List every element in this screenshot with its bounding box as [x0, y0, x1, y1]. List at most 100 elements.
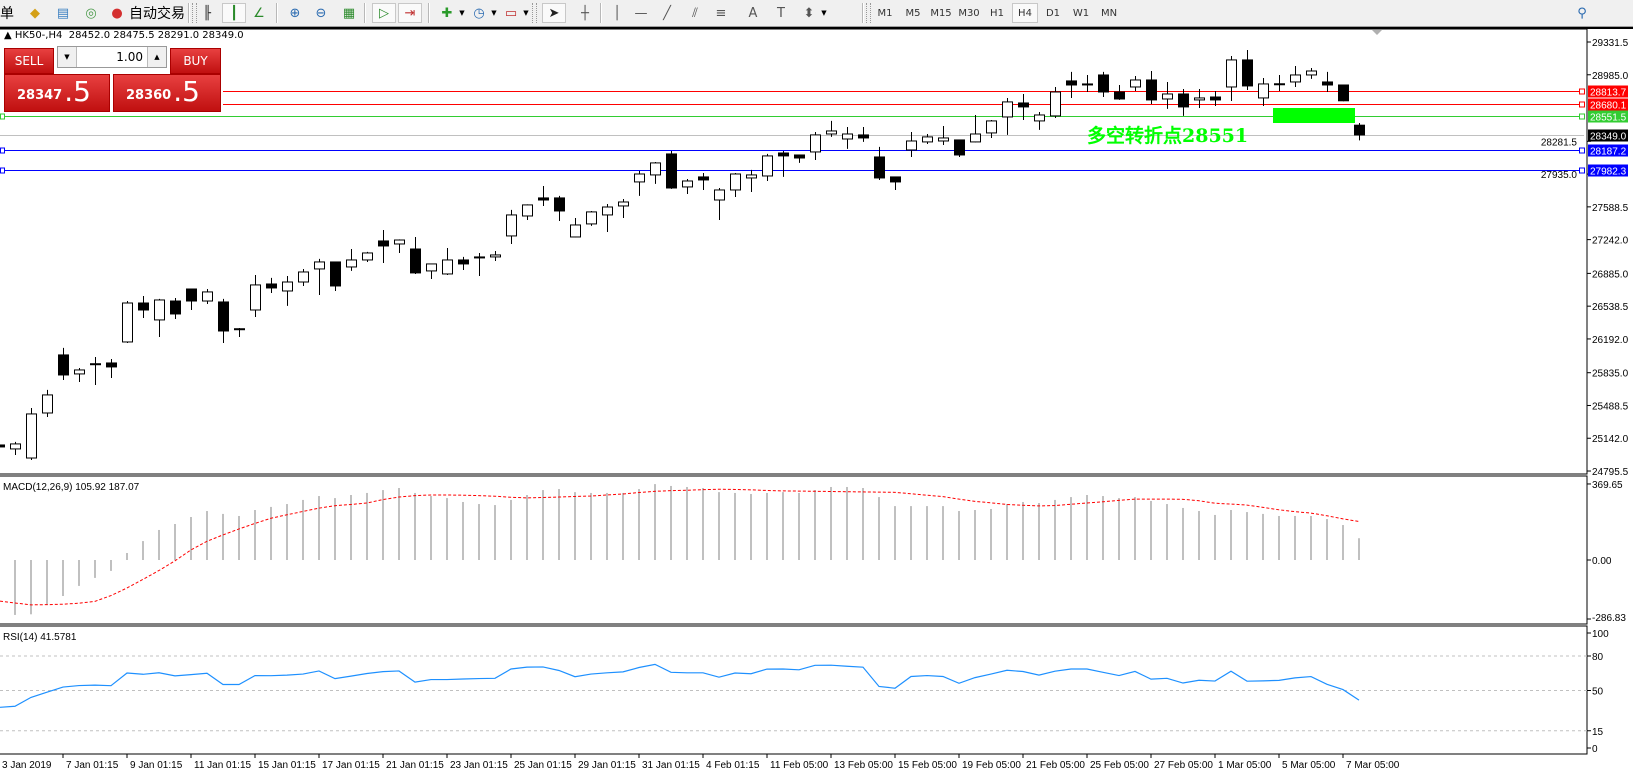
chart-shift-icon: ⇥ [404, 5, 416, 21]
menu-label[interactable]: 单 [0, 3, 14, 23]
sell-price-button[interactable]: 28347.5 [4, 74, 110, 112]
zoom-in-button[interactable]: ⊕ [284, 3, 306, 23]
buy-price-button[interactable]: 28360.5 [113, 74, 221, 112]
templates-button[interactable]: ▭ [500, 3, 522, 23]
line-anchor-handle[interactable] [1579, 113, 1585, 120]
bull-candle [42, 394, 53, 414]
new-indicator-button[interactable]: ✚ [436, 3, 458, 23]
bear-candle [170, 300, 181, 315]
bull-candle [1290, 74, 1301, 83]
chevron-down-icon[interactable]: ▼ [491, 9, 497, 17]
zoom-out-button[interactable]: ⊖ [310, 3, 332, 23]
macd-histogram-bar [606, 492, 608, 560]
macd-pane[interactable] [0, 475, 1588, 625]
tile-windows-icon: ▦ [342, 5, 356, 21]
bull-candle [426, 263, 437, 272]
timeframe-d1[interactable]: D1 [1045, 7, 1061, 19]
chevron-down-icon[interactable]: ▼ [821, 9, 827, 17]
line-anchor-handle[interactable] [1579, 88, 1585, 95]
bull-candle [10, 443, 21, 450]
market-watch-button[interactable]: ▤ [52, 3, 74, 23]
buy-button[interactable]: BUY [170, 48, 221, 74]
periods-clock-icon: ◷ [473, 5, 485, 21]
main-chart-pane[interactable] [0, 28, 1588, 475]
templates-icon: ▭ [504, 5, 518, 21]
timeframe-h4[interactable]: H4 [1012, 3, 1038, 23]
pivot-annotation-text[interactable]: 多空转折点28551 [1087, 125, 1249, 147]
line-anchor-handle[interactable] [0, 147, 5, 154]
timeframe-h1[interactable]: H1 [990, 7, 1004, 19]
pivot-highlight-box[interactable] [1273, 108, 1355, 123]
chart-shift-marker-icon[interactable] [1372, 30, 1382, 35]
bull-candle [906, 140, 917, 151]
text-button[interactable]: A [742, 3, 764, 23]
signal-button[interactable]: ◎ [80, 3, 102, 23]
vertical-line-button[interactable]: │ [606, 3, 628, 23]
periods-clock-button[interactable]: ◷ [468, 3, 490, 23]
time-axis-label: 3 Jan 2019 [2, 760, 52, 771]
time-axis-label: 4 Feb 01:15 [706, 760, 760, 771]
bear-candle [954, 139, 965, 156]
search-icon[interactable]: ⚲ [1577, 5, 1587, 21]
lot-increase-button[interactable]: ▲ [147, 47, 166, 67]
bull-candle [650, 162, 661, 176]
bull-candle [842, 133, 853, 140]
lot-size-input[interactable]: 1.00 [116, 50, 143, 64]
bear-candle [474, 256, 485, 259]
equidistant-channel-button[interactable]: ⫽ [684, 3, 706, 23]
price-line-label-bg [1588, 98, 1628, 111]
timeframe-mn[interactable]: MN [1100, 7, 1118, 19]
lot-size-stepper[interactable]: ▼ 1.00 ▲ [57, 46, 167, 68]
line-chart-button[interactable]: ∠ [248, 3, 270, 23]
macd-histogram-bar [126, 553, 128, 560]
horizontal-line-button[interactable]: — [630, 3, 652, 23]
crosshair-button[interactable]: ┼ [574, 3, 596, 23]
timeframe-m15[interactable]: M15 [930, 7, 952, 19]
text-label-button[interactable]: T [770, 3, 792, 23]
candlestick-button[interactable]: ┃ [222, 3, 246, 23]
cursor-arrow-button[interactable]: ➤ [542, 3, 566, 23]
sell-button[interactable]: SELL [4, 48, 54, 74]
timeframe-w1[interactable]: W1 [1072, 7, 1090, 19]
macd-histogram-bar [286, 504, 288, 560]
trendline-button[interactable]: ╱ [656, 3, 678, 23]
line-anchor-handle[interactable] [1579, 167, 1585, 174]
equidistant-channel-icon: ⫽ [692, 5, 698, 21]
line-anchor-handle[interactable] [0, 167, 5, 174]
bar-chart-button[interactable]: ╟ [196, 3, 218, 23]
tile-windows-button[interactable]: ▦ [338, 3, 360, 23]
chart-shift-button[interactable]: ⇥ [398, 3, 422, 23]
macd-histogram-bar [302, 499, 304, 560]
chevron-down-icon[interactable]: ▼ [459, 9, 465, 17]
line-anchor-handle[interactable] [1579, 147, 1585, 154]
arrows-button[interactable]: ⬍ [798, 3, 820, 23]
fibonacci-button[interactable]: ≡ [710, 3, 732, 23]
macd-histogram-bar [270, 506, 272, 560]
bear-candle [1018, 102, 1029, 108]
bear-candle [778, 152, 789, 157]
macd-histogram-bar [222, 513, 224, 560]
folder-button[interactable]: ◆ [24, 3, 46, 23]
timeframe-m1[interactable]: M1 [877, 7, 893, 19]
macd-histogram-bar [1310, 515, 1312, 560]
chevron-down-icon[interactable]: ▼ [523, 9, 529, 17]
auto-trading-button[interactable]: 自动交易 [128, 3, 186, 23]
lot-decrease-button[interactable]: ▼ [58, 47, 77, 67]
line-anchor-handle[interactable] [1579, 101, 1585, 108]
price-line-label: 28680.1 [1590, 101, 1627, 112]
auto-trading-button[interactable]: ● [108, 3, 126, 23]
macd-histogram-bar [1086, 494, 1088, 560]
price-axis-label: 24795.5 [1592, 467, 1629, 478]
rsi-axis-label: 15 [1592, 727, 1604, 738]
auto-scroll-button[interactable]: ▷ [372, 3, 396, 23]
line-anchor-handle[interactable] [0, 113, 5, 120]
price-axis-label: 25835.0 [1592, 369, 1629, 380]
bear-candle [1322, 81, 1333, 86]
timeframe-m30[interactable]: M30 [958, 7, 980, 19]
rsi-axis-label: 100 [1592, 629, 1609, 640]
price-axis-label: 27588.5 [1592, 203, 1629, 214]
timeframe-m5[interactable]: M5 [905, 7, 921, 19]
collapse-triangle-icon[interactable]: ▲ [4, 30, 15, 41]
price-axis-label: 26192.0 [1592, 335, 1629, 346]
